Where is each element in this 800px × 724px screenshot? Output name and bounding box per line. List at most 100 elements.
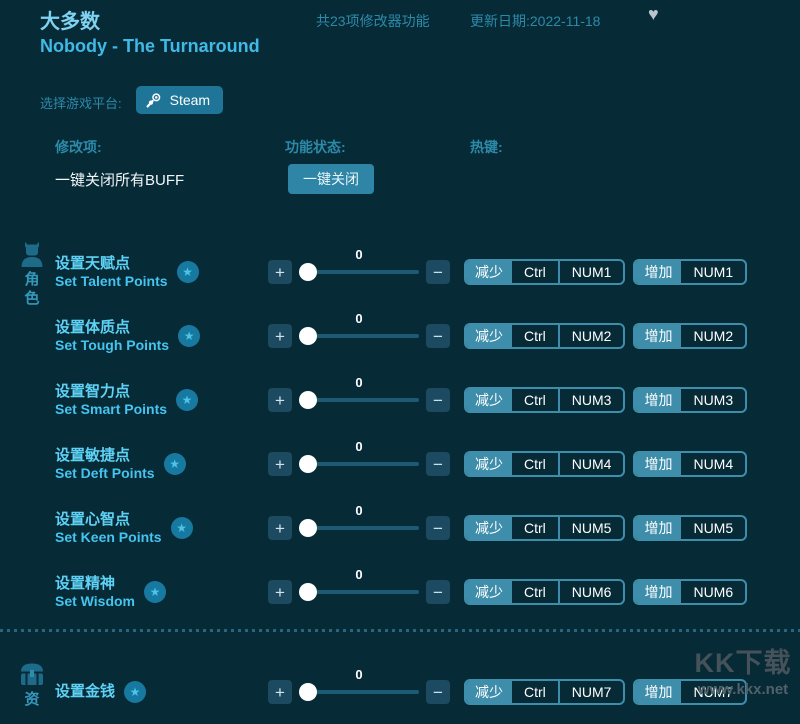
slider-handle[interactable] [299, 683, 317, 701]
platform-label: 选择游戏平台: [40, 96, 122, 111]
slider-value: 0 [355, 247, 363, 262]
decrement-button[interactable]: − [426, 516, 450, 540]
increment-button[interactable]: + [268, 452, 292, 476]
slider-value: 0 [355, 311, 363, 326]
hotkey-key-label: NUM3 [557, 389, 624, 411]
row-label: 设置天赋点 Set Talent Points ★ [55, 255, 268, 290]
row-title-en: Set Deft Points [55, 464, 155, 481]
star-icon[interactable]: ★ [170, 517, 193, 539]
value-slider[interactable]: 0 [299, 375, 419, 412]
sidebar-category-label: 资 [24, 691, 40, 708]
increment-button[interactable]: + [268, 580, 292, 604]
star-icon[interactable]: ★ [144, 581, 166, 603]
increment-button[interactable]: + [268, 324, 292, 348]
row-title-zh: 设置精神 [55, 574, 116, 592]
decrement-button[interactable]: − [426, 260, 450, 284]
star-icon[interactable]: ★ [124, 681, 147, 703]
increase-hotkey-button[interactable]: 增加 NUM5 [633, 515, 748, 541]
value-slider[interactable]: 0 [299, 439, 419, 476]
column-header-item: 修改项: [55, 139, 102, 155]
row-title-en: Set Tough Points [55, 336, 170, 353]
hotkey-action-label: 增加 [635, 681, 682, 703]
decrease-hotkey-button[interactable]: 减少 Ctrl NUM6 [464, 579, 626, 605]
hotkey-key-label: NUM4 [557, 453, 624, 475]
slider-handle[interactable] [299, 519, 317, 537]
sidebar-category[interactable]: 资 [14, 662, 50, 709]
value-slider[interactable]: 0 [299, 247, 419, 284]
trainer-row: 设置体质点 Set Tough Points ★ + 0 − 减少 Ctrl NUM… [0, 304, 800, 368]
decrease-hotkey-button[interactable]: 减少 Ctrl NUM4 [464, 451, 626, 477]
increment-button[interactable]: + [268, 680, 292, 704]
row-title-zh: 设置心智点 [55, 510, 131, 528]
increase-hotkey-button[interactable]: 增加 NUM3 [633, 387, 748, 413]
hotkey-key-label: NUM1 [693, 264, 734, 280]
master-off-label: 一键关闭所有BUFF [55, 172, 185, 189]
row-label: 设置敏捷点 Set Deft Points ★ [55, 447, 268, 482]
hotkey-key-label: NUM2 [557, 325, 624, 347]
decrement-button[interactable]: − [426, 580, 450, 604]
increase-hotkey-button[interactable]: 增加 NUM1 [633, 259, 748, 285]
trainer-section: 角色 设置天赋点 Set Talent Points ★ + 0 − 减少 Ctr… [0, 240, 800, 624]
slider-handle[interactable] [299, 327, 317, 345]
decrement-button[interactable]: − [426, 324, 450, 348]
value-slider[interactable]: 0 [299, 311, 419, 348]
value-slider[interactable]: 0 [299, 667, 419, 704]
slider-track [299, 590, 419, 594]
increase-hotkey-button[interactable]: 增加 NUM2 [633, 323, 748, 349]
slider-handle[interactable] [299, 391, 317, 409]
row-title-en: Set Talent Points [55, 272, 168, 289]
increment-button[interactable]: + [268, 516, 292, 540]
steam-button-label: Steam [169, 92, 211, 108]
update-date-label: 更新日期:2022-11-18 [470, 13, 601, 29]
row-title-zh: 设置智力点 [55, 382, 131, 400]
row-label: 设置体质点 Set Tough Points ★ [55, 319, 268, 354]
increase-hotkey-button[interactable]: 增加 NUM4 [633, 451, 748, 477]
hotkey-key-label: NUM5 [693, 520, 734, 536]
decrement-button[interactable]: − [426, 680, 450, 704]
column-header-hotkey: 热键: [470, 139, 503, 155]
decrease-hotkey-button[interactable]: 减少 Ctrl NUM2 [464, 323, 626, 349]
hotkey-key-label: Ctrl [524, 328, 546, 344]
favorite-heart-icon[interactable]: ♥ [648, 4, 659, 24]
hotkey-action-label: 减少 [466, 261, 512, 283]
hotkey-action-label: 增加 [635, 453, 682, 475]
hotkey-key-label: NUM7 [557, 681, 624, 703]
star-icon[interactable]: ★ [163, 453, 186, 475]
hotkey-action-label: 增加 [635, 325, 682, 347]
increase-hotkey-button[interactable]: 增加 NUM7 [633, 679, 748, 705]
sidebar-category-label: 角色 [24, 271, 40, 307]
slider-value: 0 [355, 439, 363, 454]
row-label: 设置金钱 ★ [55, 681, 268, 703]
increment-button[interactable]: + [268, 260, 292, 284]
hotkey-action-label: 增加 [635, 517, 682, 539]
decrease-hotkey-button[interactable]: 减少 Ctrl NUM1 [464, 259, 626, 285]
hotkey-key-label: NUM4 [693, 456, 734, 472]
hotkey-key-label: Ctrl [524, 520, 546, 536]
slider-handle[interactable] [299, 455, 317, 473]
sidebar-category[interactable]: 角色 [14, 242, 50, 308]
star-icon[interactable]: ★ [178, 325, 201, 347]
hotkey-key-label: NUM6 [557, 581, 624, 603]
master-off-button[interactable]: 一键关闭 [288, 164, 374, 194]
decrease-hotkey-button[interactable]: 减少 Ctrl NUM5 [464, 515, 626, 541]
hotkey-key-label: NUM3 [693, 392, 734, 408]
trainer-row: 设置金钱 ★ + 0 − 减少 Ctrl NUM7 增加 NUM7 [0, 660, 800, 724]
slider-value: 0 [355, 667, 363, 682]
decrease-hotkey-button[interactable]: 减少 Ctrl NUM3 [464, 387, 626, 413]
increment-button[interactable]: + [268, 388, 292, 412]
increase-hotkey-button[interactable]: 增加 NUM6 [633, 579, 748, 605]
star-icon[interactable]: ★ [176, 389, 199, 411]
steam-platform-button[interactable]: Steam [135, 86, 224, 114]
star-icon[interactable]: ★ [176, 261, 199, 283]
value-slider[interactable]: 0 [299, 567, 419, 604]
hotkey-key-label: NUM7 [693, 684, 734, 700]
decrease-hotkey-button[interactable]: 减少 Ctrl NUM7 [464, 679, 626, 705]
slider-track [299, 398, 419, 402]
slider-handle[interactable] [299, 263, 317, 281]
hotkey-key-label: Ctrl [524, 456, 546, 472]
value-slider[interactable]: 0 [299, 503, 419, 540]
decrement-button[interactable]: − [426, 388, 450, 412]
decrement-button[interactable]: − [426, 452, 450, 476]
slider-value: 0 [355, 567, 363, 582]
slider-handle[interactable] [299, 583, 317, 601]
